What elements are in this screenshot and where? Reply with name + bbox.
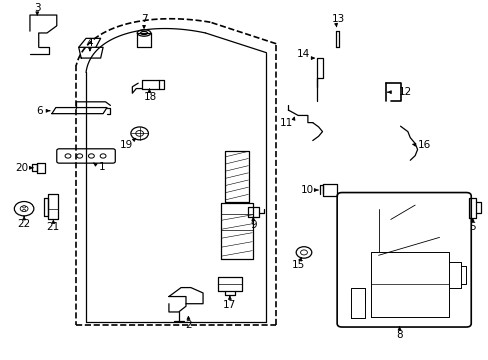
Text: 1: 1	[98, 162, 105, 172]
Circle shape	[131, 127, 148, 140]
Text: 11: 11	[279, 118, 292, 128]
Circle shape	[100, 154, 106, 158]
Text: 22: 22	[18, 219, 31, 229]
Text: 18: 18	[144, 92, 157, 102]
Circle shape	[300, 250, 307, 255]
Text: 21: 21	[47, 222, 60, 232]
Text: 2: 2	[185, 320, 191, 330]
Text: 14: 14	[296, 49, 309, 59]
Circle shape	[22, 206, 25, 208]
Text: 5: 5	[468, 222, 475, 232]
Circle shape	[296, 247, 311, 258]
Text: 15: 15	[291, 260, 304, 270]
Circle shape	[136, 131, 143, 136]
Text: 17: 17	[223, 300, 236, 310]
Text: 9: 9	[249, 220, 256, 230]
Circle shape	[77, 154, 82, 158]
Text: 12: 12	[398, 87, 411, 97]
Text: 10: 10	[300, 185, 313, 195]
Circle shape	[65, 154, 71, 158]
Text: 3: 3	[34, 3, 41, 13]
Text: 4: 4	[86, 38, 93, 48]
FancyBboxPatch shape	[336, 193, 470, 327]
Ellipse shape	[137, 30, 151, 36]
Text: 8: 8	[395, 330, 402, 340]
Circle shape	[22, 210, 25, 212]
Text: 6: 6	[36, 106, 43, 116]
Circle shape	[14, 202, 34, 216]
Text: 16: 16	[416, 140, 430, 150]
Text: 20: 20	[15, 163, 28, 173]
Text: 7: 7	[141, 14, 147, 24]
Text: 19: 19	[120, 140, 133, 150]
FancyBboxPatch shape	[57, 149, 115, 163]
Text: 13: 13	[331, 14, 344, 24]
Circle shape	[20, 206, 28, 212]
Ellipse shape	[141, 31, 147, 35]
Circle shape	[88, 154, 94, 158]
